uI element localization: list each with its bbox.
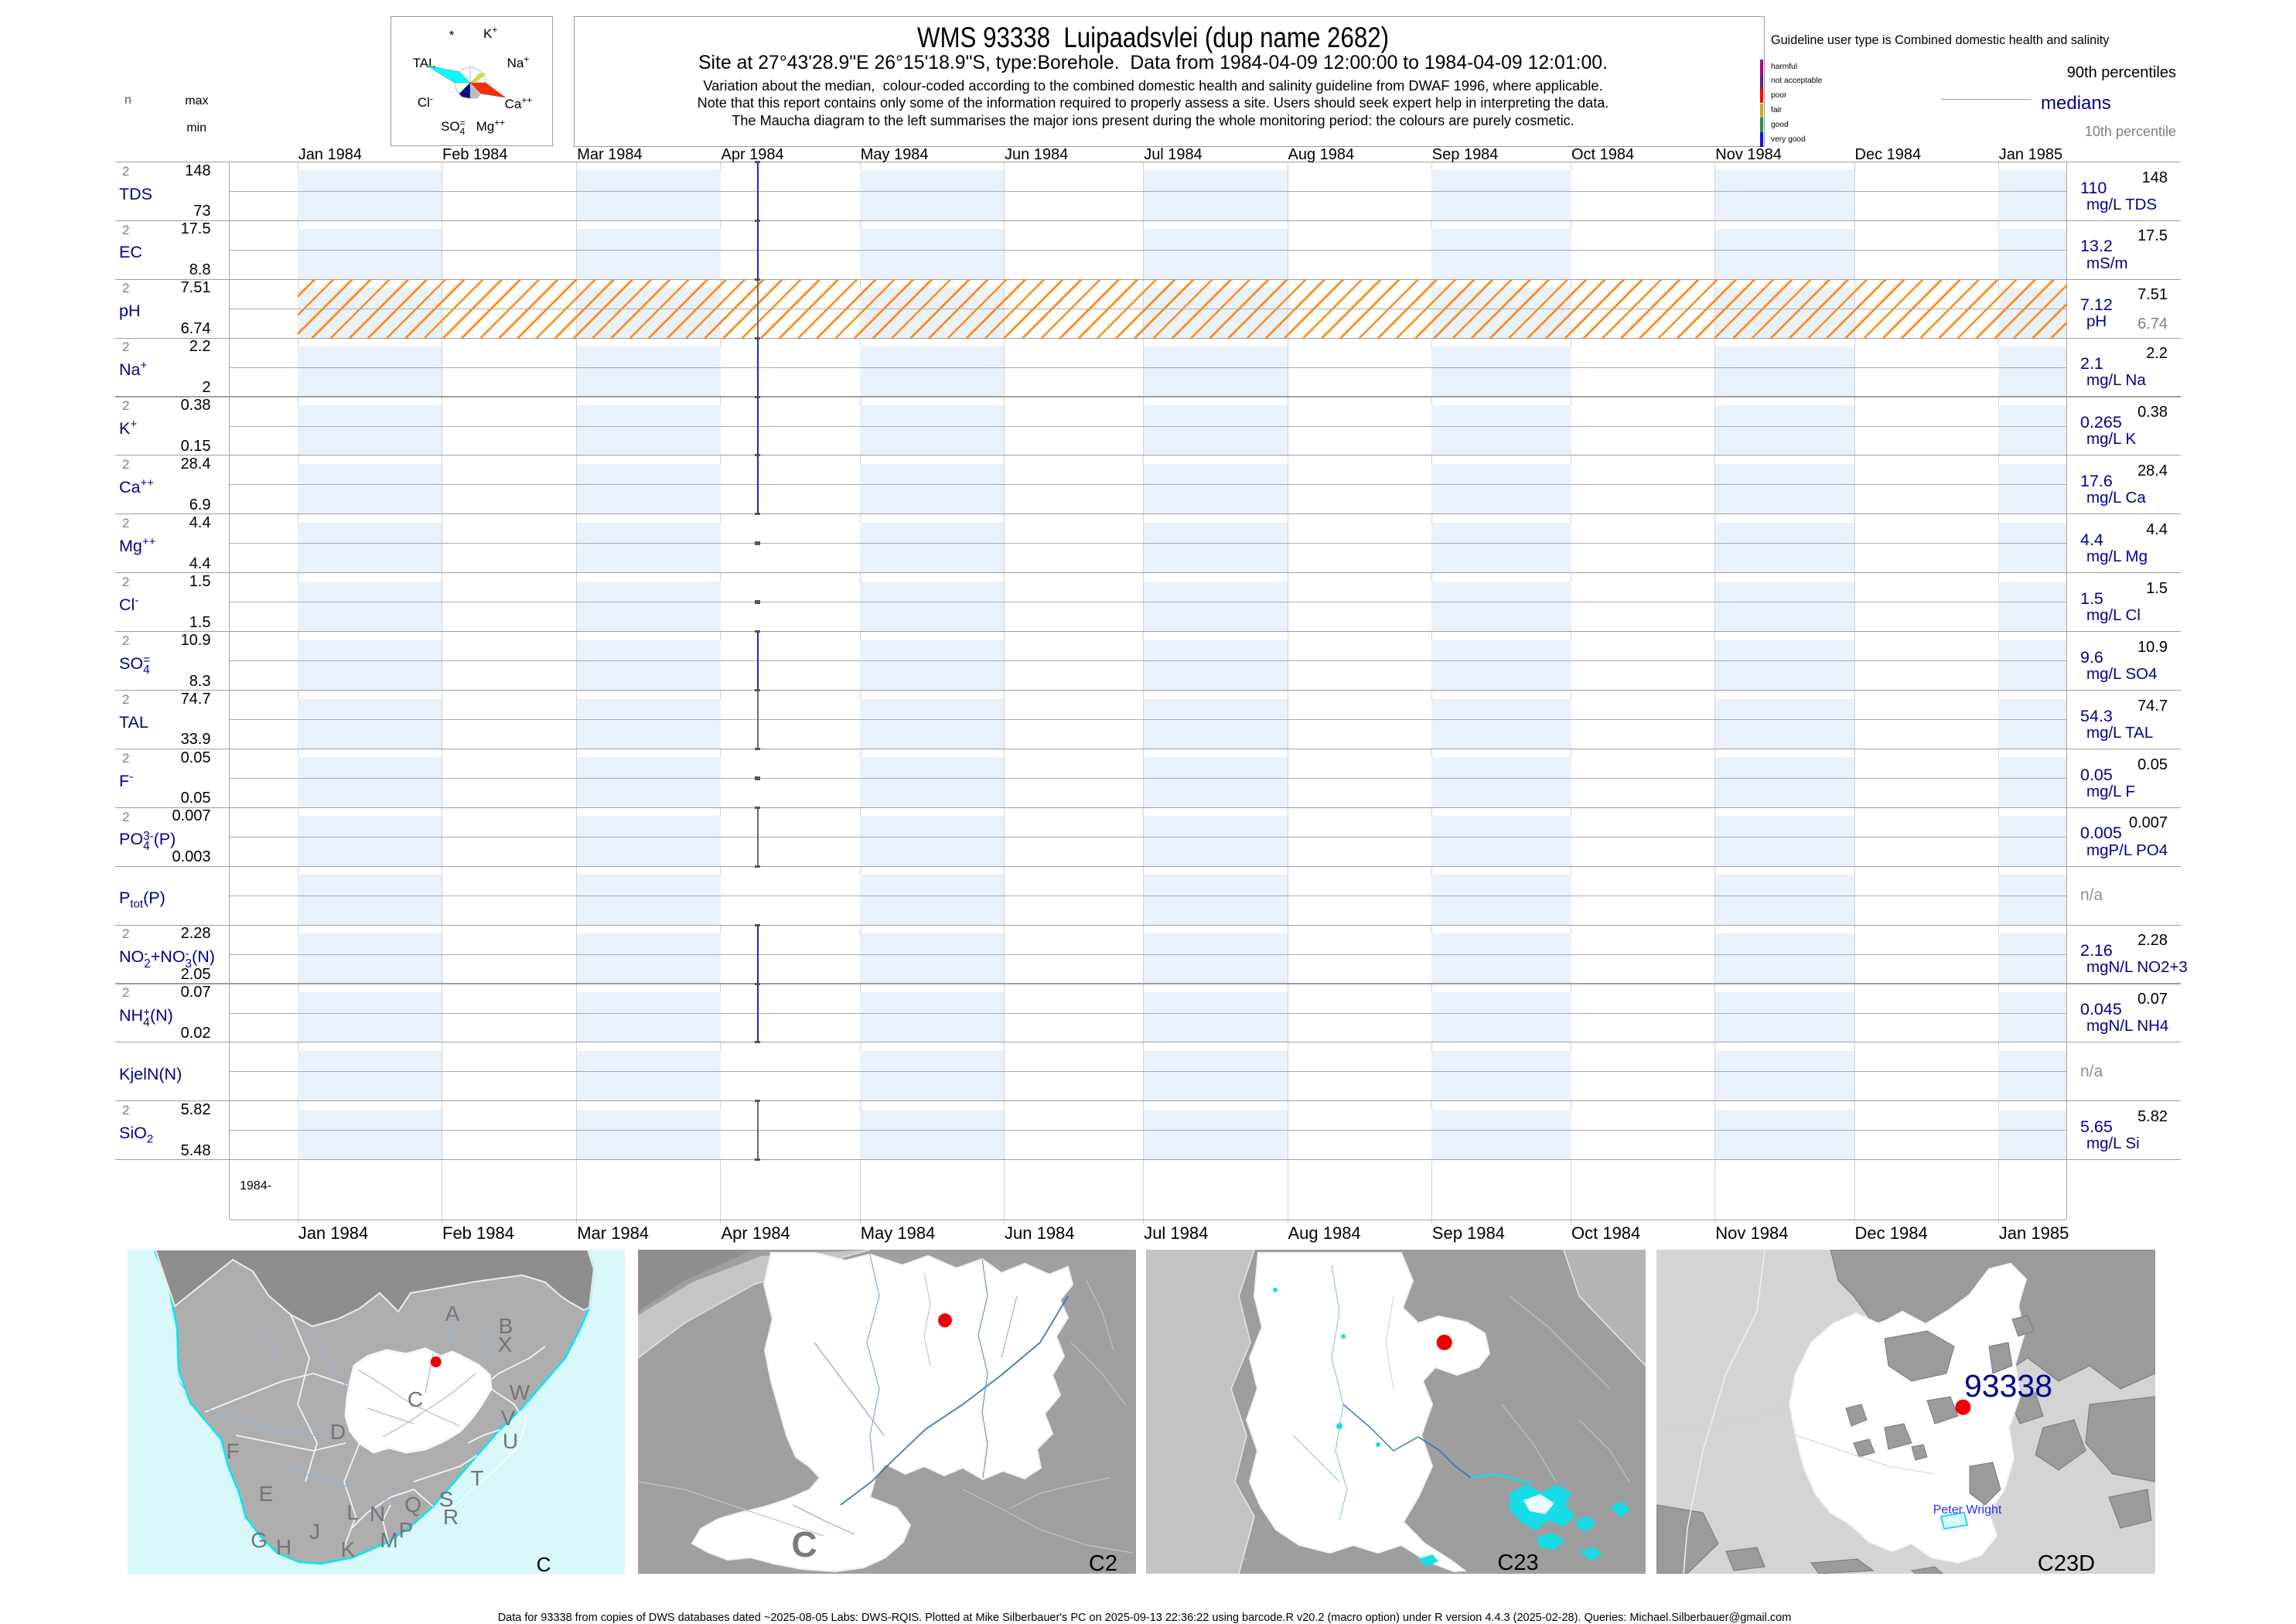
svg-text:G: G	[251, 1528, 268, 1552]
svg-text:C: C	[791, 1524, 817, 1564]
svg-text:F: F	[227, 1439, 240, 1463]
svg-text:S: S	[439, 1487, 454, 1511]
svg-text:W: W	[510, 1380, 531, 1404]
svg-text:X: X	[498, 1332, 513, 1356]
svg-text:D: D	[330, 1420, 346, 1444]
svg-text:B: B	[499, 1314, 513, 1338]
svg-text:M: M	[380, 1528, 398, 1552]
svg-text:R: R	[443, 1505, 459, 1529]
svg-text:E: E	[259, 1482, 274, 1506]
svg-text:Peter Wright: Peter Wright	[1933, 1503, 2002, 1517]
svg-text:L: L	[347, 1500, 360, 1524]
svg-text:Q: Q	[404, 1493, 421, 1517]
svg-text:C: C	[537, 1553, 551, 1574]
svg-text:T: T	[471, 1466, 484, 1490]
svg-text:V: V	[501, 1406, 516, 1430]
svg-text:P: P	[399, 1518, 414, 1542]
svg-text:J: J	[309, 1520, 320, 1544]
svg-text:C: C	[408, 1387, 423, 1411]
svg-text:93338: 93338	[1964, 1368, 2052, 1404]
svg-text:A: A	[445, 1302, 460, 1325]
svg-text:H: H	[276, 1535, 292, 1559]
svg-text:K: K	[341, 1537, 356, 1561]
svg-text:C23D: C23D	[2038, 1551, 2095, 1574]
svg-text:C2: C2	[1089, 1551, 1117, 1574]
svg-text:U: U	[503, 1429, 518, 1453]
svg-text:C23: C23	[1498, 1551, 1539, 1574]
svg-text:N: N	[370, 1502, 385, 1526]
